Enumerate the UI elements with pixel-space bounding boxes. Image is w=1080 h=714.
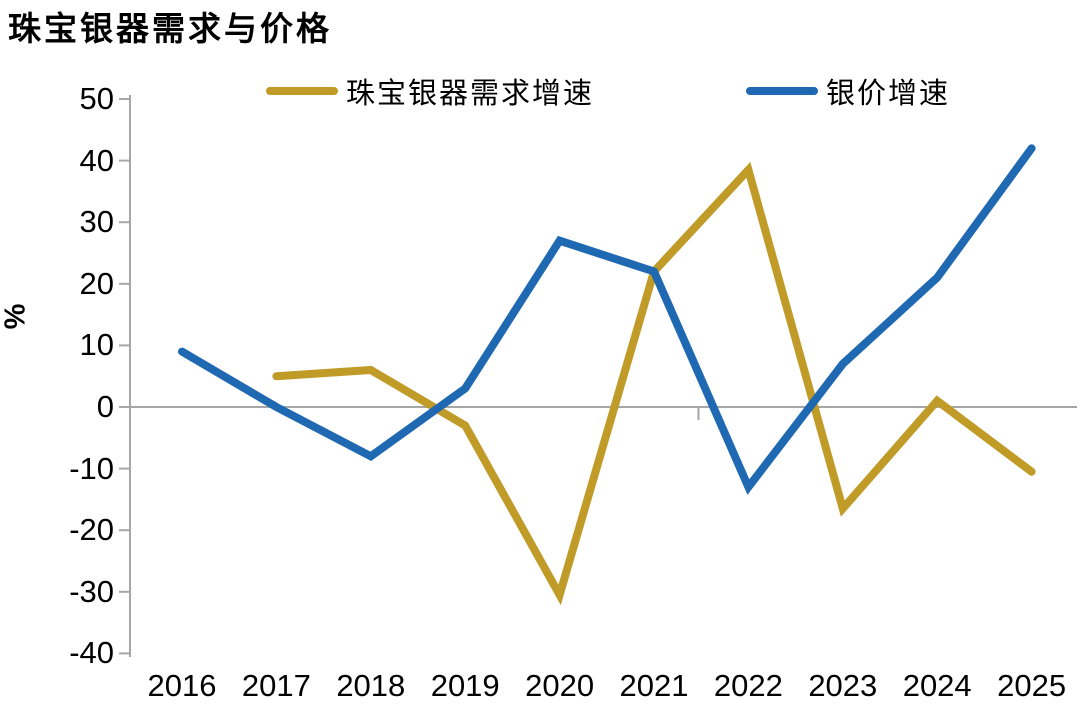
x-tick-label: 2016 [147, 668, 217, 703]
silver-price-growth-line [178, 144, 1036, 495]
y-tick-label: 20 [79, 265, 114, 301]
y-tick-label: -30 [69, 573, 114, 609]
x-tick-label: 2023 [808, 668, 878, 703]
x-tick-label: 2025 [997, 668, 1067, 703]
y-tick-label: 40 [79, 142, 114, 178]
x-tick-label: 2020 [525, 668, 595, 703]
y-tick-label: -20 [69, 512, 114, 548]
demand-series-swatch-icon [266, 87, 338, 95]
x-tick-label: 2017 [241, 668, 311, 703]
x-tick-label: 2022 [713, 668, 783, 703]
y-tick-label: 50 [79, 81, 114, 116]
chart-title: 珠宝银器需求与价格 [8, 9, 332, 48]
x-tick-label: 2024 [902, 668, 972, 703]
legend-item-demand: 珠宝银器需求增速 [266, 70, 594, 112]
legend-item-silver-price: 银价增速 [746, 70, 950, 112]
silver-price-series-swatch-icon [746, 87, 818, 95]
y-tick-label: -10 [69, 450, 114, 486]
y-tick-label: 30 [79, 204, 114, 240]
y-tick-label: 10 [79, 327, 114, 363]
demand-growth-line [272, 161, 1036, 606]
y-tick-label: -40 [69, 635, 114, 671]
y-tick-label: 0 [96, 389, 114, 424]
x-tick-label: 2019 [430, 668, 500, 703]
legend-label-demand: 珠宝银器需求增速 [346, 76, 595, 110]
legend-label-silver-price: 银价增速 [826, 76, 951, 110]
x-tick-label: 2021 [619, 668, 689, 703]
x-tick-label: 2018 [336, 668, 406, 703]
